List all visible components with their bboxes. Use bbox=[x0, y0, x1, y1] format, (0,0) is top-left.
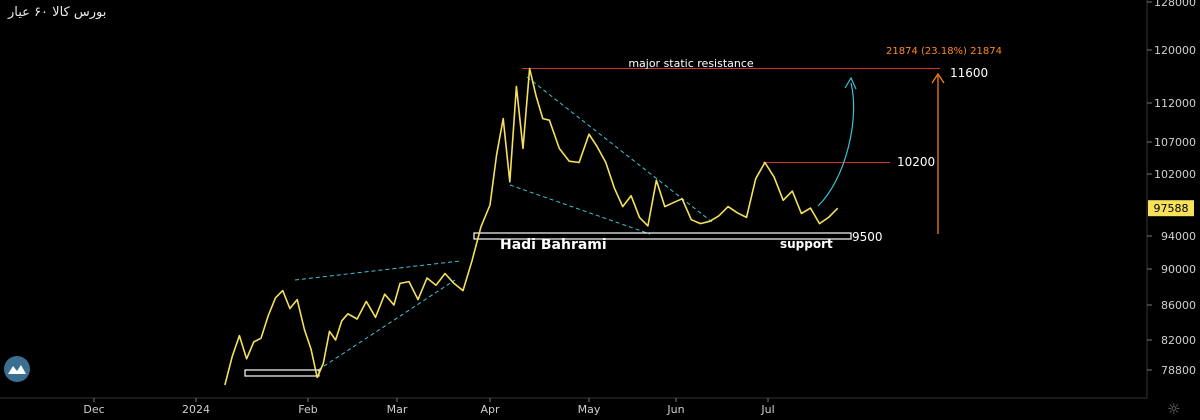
price-tick-label: 112000 bbox=[1154, 97, 1196, 110]
time-tick-label: Jun bbox=[666, 403, 684, 416]
time-tick-label: 2024 bbox=[182, 403, 210, 416]
price-tick-label: 82000 bbox=[1161, 334, 1196, 347]
price-tick-label: 107000 bbox=[1154, 136, 1196, 149]
channel-upper-line bbox=[294, 260, 461, 281]
price-tick-label: 94000 bbox=[1161, 230, 1196, 243]
mid-resistance-price-label: 10200 bbox=[897, 155, 935, 169]
base-support-box bbox=[244, 369, 320, 377]
time-tick-label: Feb bbox=[298, 403, 317, 416]
current-price-label: 97588 bbox=[1154, 202, 1189, 215]
gear-icon[interactable]: ☼ bbox=[1167, 400, 1181, 418]
projection-arrow bbox=[817, 82, 855, 207]
measure-arrowhead bbox=[931, 72, 945, 84]
wedge-lower-line bbox=[509, 184, 651, 235]
support-label: support bbox=[780, 237, 833, 251]
time-tick-label: May bbox=[578, 403, 601, 416]
measure-label: 21874 (23.18%) 21874 bbox=[886, 46, 1002, 57]
drawing-labels: major static resistance 11600 10200 9500 sup… bbox=[500, 46, 1194, 253]
symbol-title: بورس کالا ۶۰ عیار bbox=[8, 5, 107, 20]
resistance-label: major static resistance bbox=[628, 57, 754, 70]
price-tick-label: 90000 bbox=[1161, 263, 1196, 276]
time-tick-label: Mar bbox=[387, 403, 408, 416]
chart-drawings bbox=[244, 68, 945, 377]
time-tick-label: Jul bbox=[760, 403, 774, 416]
price-tick-label: 78800 bbox=[1161, 364, 1196, 377]
author-label: Hadi Bahrami bbox=[500, 237, 607, 253]
price-line bbox=[224, 67, 839, 386]
price-tick-label: 128000 bbox=[1154, 0, 1196, 9]
support-price-label: 9500 bbox=[852, 230, 883, 244]
time-axis[interactable]: Dec 2024 Feb Mar Apr May Jun Jul bbox=[0, 397, 1147, 416]
time-tick-label: Dec bbox=[83, 403, 104, 416]
price-tick-label: 102000 bbox=[1154, 168, 1196, 181]
support-box bbox=[473, 232, 852, 240]
price-series bbox=[224, 67, 839, 386]
resistance-price-label: 11600 bbox=[950, 66, 988, 80]
projection-arrowhead bbox=[844, 76, 857, 90]
wave-logo-icon[interactable] bbox=[4, 356, 30, 382]
price-tick-label: 120000 bbox=[1154, 44, 1196, 57]
price-axis[interactable]: 128000 120000 112000 107000 102000 94000 90000… bbox=[1146, 0, 1196, 398]
current-price-tag bbox=[1148, 200, 1194, 217]
time-tick-label: Apr bbox=[480, 403, 500, 416]
price-tick-label: 86000 bbox=[1161, 299, 1196, 312]
channel-lower-line bbox=[317, 279, 456, 371]
